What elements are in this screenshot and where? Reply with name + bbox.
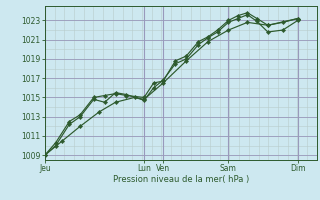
- X-axis label: Pression niveau de la mer( hPa ): Pression niveau de la mer( hPa ): [113, 175, 249, 184]
